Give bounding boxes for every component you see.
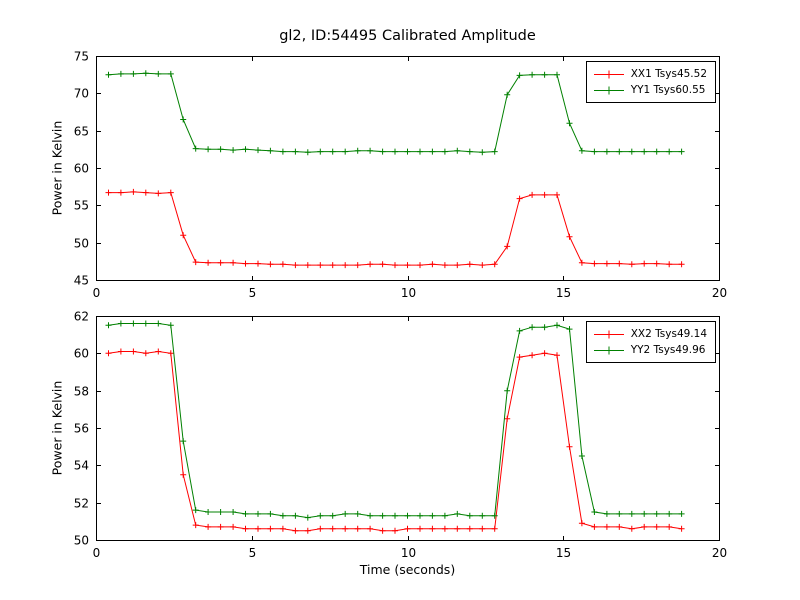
top-plot: 0 5 10 15 20 45 50 55 60 65 70 75 [74, 50, 727, 301]
bottom-plot: 0 5 10 15 20 50 52 54 56 58 60 62 [74, 310, 727, 561]
axes-frame [96, 56, 720, 281]
x-tick-label: 20 [712, 546, 727, 560]
x-tick-label: 15 [556, 546, 571, 560]
legend-label: YY1 Tsys60.55 [630, 84, 706, 96]
series-markers-yy2 [105, 320, 685, 521]
y-tick-label: 52 [74, 497, 89, 511]
legend-bottom: XX2 Tsys49.14 YY2 Tsys49.96 [585, 321, 716, 363]
y-tick-label: 65 [74, 125, 89, 139]
x-tick-label: 5 [249, 546, 257, 560]
legend-line-sample [593, 86, 624, 94]
y-tick-label: 60 [74, 162, 89, 176]
legend-line-green-icon [593, 86, 624, 94]
y-tick-label: 70 [74, 87, 89, 101]
x-tick-label: 15 [556, 286, 571, 300]
legend-label: XX1 Tsys45.52 [630, 68, 707, 80]
series-markers-xx2 [105, 348, 685, 534]
y-tick-label: 58 [74, 385, 89, 399]
series-line-xx1 [108, 191, 682, 266]
legend-line-sample [593, 330, 624, 338]
x-tick-label: 0 [93, 546, 101, 560]
y-tick-label: 50 [74, 237, 89, 251]
legend-line-red-icon [593, 70, 624, 78]
y-tick-label: 56 [74, 422, 89, 436]
legend-entry: YY2 Tsys49.96 [593, 342, 707, 358]
x-tick-label: 20 [712, 286, 727, 300]
y-tick-label: 45 [74, 274, 89, 288]
y-tick-label: 60 [74, 347, 89, 361]
y-tick-label: 55 [74, 199, 89, 213]
figure-title: gl2, ID:54495 Calibrated Amplitude [279, 28, 536, 44]
legend-entry: XX1 Tsys45.52 [593, 66, 707, 82]
x-tick-label: 10 [401, 286, 416, 300]
legend-line-sample [593, 346, 624, 354]
axes-frame [96, 316, 720, 541]
series-markers-yy1 [105, 70, 685, 156]
legend-top: XX1 Tsys45.52 YY1 Tsys60.55 [585, 61, 716, 103]
legend-label: XX2 Tsys49.14 [630, 328, 707, 340]
series-markers-xx1 [105, 188, 685, 269]
x-tick-label: 0 [93, 286, 101, 300]
x-tick-label: 5 [249, 286, 257, 300]
legend-line-sample [593, 70, 624, 78]
y-tick-label: 75 [74, 50, 89, 64]
legend-line-red-icon [593, 330, 624, 338]
y-tick-label: 62 [74, 310, 89, 324]
legend-line-green-icon [593, 346, 624, 354]
x-axis-label: Time (seconds) [359, 562, 456, 577]
legend-entry: XX2 Tsys49.14 [593, 326, 707, 342]
y-tick-label: 54 [74, 459, 89, 473]
y-axis-label-bottom: Power in Kelvin [49, 380, 65, 476]
y-axis-label-top: Power in Kelvin [49, 120, 65, 216]
y-tick-label: 50 [74, 534, 89, 548]
legend-entry: YY1 Tsys60.55 [593, 82, 707, 98]
x-tick-label: 10 [401, 546, 416, 560]
legend-label: YY2 Tsys49.96 [630, 344, 706, 356]
